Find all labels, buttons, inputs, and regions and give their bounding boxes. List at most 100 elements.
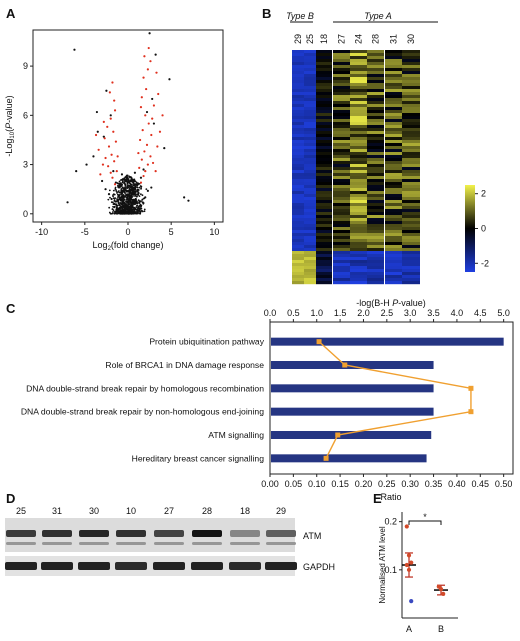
heatmap-cell: [333, 107, 350, 111]
heatmap-cell: [402, 155, 420, 159]
heatmap-cell: [402, 203, 420, 207]
heatmap-cell: [385, 56, 402, 60]
volcano-point-core: [125, 189, 128, 192]
volcano-point: [102, 135, 105, 138]
heatmap-cell: [292, 215, 304, 219]
volcano-point: [150, 133, 153, 137]
heatmap-cell: [402, 158, 420, 162]
heatmap-cell: [304, 278, 316, 282]
colorbar-tick-label: 2: [481, 189, 486, 199]
heatmap-cell: [292, 173, 304, 177]
heatmap-cell: [304, 68, 316, 72]
heatmap-cell: [316, 128, 332, 132]
heatmap-cell: [316, 125, 332, 129]
c-x2-tick-label: 1.5: [334, 308, 347, 318]
pvalue-marker: [468, 385, 474, 391]
heatmap-cell: [304, 185, 316, 189]
heatmap-column-label: 18: [319, 34, 329, 44]
heatmap-cell: [292, 200, 304, 204]
heatmap-cell: [333, 251, 350, 255]
heatmap-cell: [316, 80, 332, 84]
heatmap-cell: [350, 146, 367, 150]
heatmap-cell: [385, 218, 402, 222]
volcano-point-core: [136, 184, 139, 187]
heatmap-cell: [385, 254, 402, 258]
heatmap-cell: [333, 116, 350, 120]
volcano-point-core: [132, 191, 135, 193]
volcano-point: [141, 129, 144, 132]
heatmap-cell: [402, 107, 420, 111]
heatmap-cell: [402, 122, 420, 126]
heatmap-cell: [385, 101, 402, 105]
heatmap-cell: [385, 239, 402, 243]
volcano-point-core: [128, 188, 131, 191]
a-x-label-part: Log: [93, 240, 108, 250]
heatmap-cell: [316, 182, 332, 186]
heatmap-cell: [304, 86, 316, 90]
volcano-point: [144, 196, 147, 199]
volcano-point: [107, 165, 110, 168]
heatmap-cell: [385, 275, 402, 279]
e-y-tick-label: 0.1: [384, 565, 397, 575]
heatmap-cell: [367, 263, 384, 267]
volcano-point-core: [131, 195, 133, 197]
heatmap-cell: [304, 227, 316, 231]
heatmap-cell: [350, 239, 367, 243]
volcano-point-core: [111, 201, 114, 204]
heatmap-cell: [402, 197, 420, 201]
heatmap-cell: [292, 71, 304, 75]
volcano-point: [144, 114, 147, 117]
heatmap-cell: [385, 95, 402, 99]
heatmap-cell: [304, 179, 316, 183]
volcano-point: [146, 163, 149, 166]
panel-b-heatmap: B Type B Type A 29 25 18 27 24 28 31 30 2 0 -2: [262, 6, 489, 285]
heatmap-cell: [333, 158, 350, 162]
heatmap-colorbar: [465, 185, 475, 272]
heatmap-cell: [385, 110, 402, 114]
volcano-point-core: [124, 183, 127, 186]
heatmap-cell: [385, 59, 402, 63]
heatmap-cell: [402, 272, 420, 276]
e-point: [404, 562, 409, 568]
heatmap-cell: [316, 194, 332, 198]
heatmap-cell: [316, 245, 332, 249]
heatmap-cell: [385, 161, 402, 165]
heatmap-cell: [367, 116, 384, 120]
volcano-point-core: [128, 206, 131, 209]
heatmap-group-type-b: Type B: [286, 11, 314, 21]
volcano-point: [120, 173, 124, 176]
volcano-point-core: [134, 194, 137, 197]
heatmap-cell: [316, 215, 332, 219]
heatmap-cell: [333, 173, 350, 177]
heatmap-cell: [402, 215, 420, 219]
heatmap-cell: [350, 269, 367, 273]
heatmap-cell: [402, 62, 420, 66]
volcano-point: [113, 202, 116, 206]
volcano-point: [108, 91, 111, 94]
volcano-point: [100, 179, 104, 183]
heatmap-cell: [304, 98, 316, 102]
heatmap-cell: [350, 113, 367, 117]
heatmap-cell: [367, 185, 384, 189]
volcano-point-core: [138, 186, 141, 189]
volcano-point-core: [122, 194, 125, 196]
heatmap-cell: [385, 89, 402, 93]
heatmap-cell: [333, 182, 350, 186]
blot-lane-label: 30: [89, 506, 99, 516]
heatmap-cell: [333, 113, 350, 117]
heatmap-cell: [350, 185, 367, 189]
heatmap-cell: [385, 191, 402, 195]
heatmap-cell: [292, 119, 304, 123]
volcano-point: [147, 122, 150, 125]
heatmap-cell: [385, 131, 402, 135]
heatmap-cell: [402, 128, 420, 132]
heatmap-cell: [367, 275, 384, 279]
heatmap-cell: [316, 203, 332, 207]
volcano-point: [154, 170, 157, 173]
heatmap-cell: [333, 242, 350, 246]
heatmap-cell: [385, 74, 402, 78]
volcano-point-core: [112, 211, 114, 213]
volcano-point-core: [112, 209, 115, 212]
heatmap-cell: [367, 173, 384, 177]
